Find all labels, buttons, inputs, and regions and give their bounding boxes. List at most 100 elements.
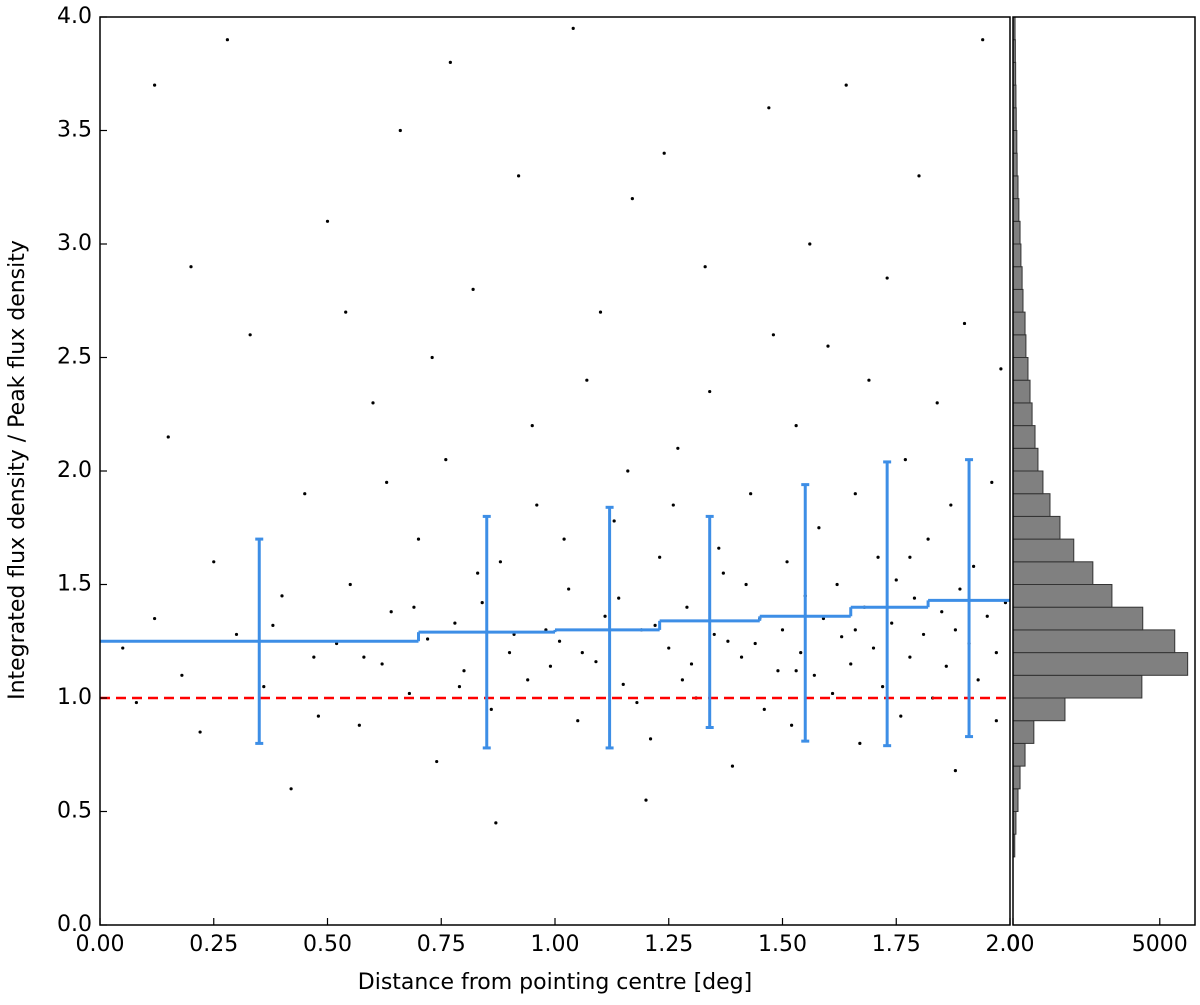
scatter-point	[876, 555, 880, 559]
scatter-point	[712, 632, 716, 637]
scatter-point	[626, 469, 630, 473]
scatter-point	[776, 669, 780, 673]
scatter-point	[717, 546, 721, 550]
scatter-point	[749, 492, 753, 496]
scatter-point	[739, 655, 744, 659]
histogram-bar	[1012, 447, 1039, 472]
histogram-bar	[1012, 515, 1061, 540]
scatter-point	[790, 723, 794, 727]
scatter-point	[548, 664, 553, 668]
scatter-point	[289, 787, 293, 791]
histogram-bar	[1012, 674, 1143, 699]
scatter-point	[885, 276, 889, 280]
histogram-bar	[1012, 584, 1113, 608]
scatter-point	[689, 662, 694, 666]
scatter-point	[153, 616, 157, 621]
scatter-point	[953, 628, 958, 632]
scatter-point	[612, 519, 616, 523]
scatter-point	[658, 555, 662, 559]
histogram-bar	[1012, 334, 1027, 358]
scatter-point	[926, 537, 930, 541]
scatter-point	[535, 503, 539, 507]
scatter-point	[412, 605, 416, 609]
scatter-point	[762, 707, 766, 711]
scatter-point	[580, 651, 584, 655]
scatter-point	[435, 759, 439, 764]
scatter-point	[198, 730, 202, 734]
x-tick-label: 1.50	[758, 932, 807, 957]
scatter-point	[908, 655, 912, 659]
histogram-bar	[1012, 198, 1020, 222]
scatter-point	[985, 614, 989, 618]
histogram-bar	[1012, 720, 1035, 744]
scatter-point	[407, 691, 411, 696]
scatter-point	[225, 38, 229, 42]
scatter-point	[617, 596, 621, 600]
scatter-point	[849, 662, 853, 666]
scatter-point	[325, 219, 330, 223]
hist-x-tick-label: 0	[1006, 932, 1020, 957]
scatter-point	[962, 321, 967, 326]
scatter-point	[526, 678, 530, 682]
scatter-point	[767, 106, 771, 110]
scatter-point	[389, 610, 393, 614]
histogram-bar	[1012, 606, 1144, 631]
scatter-point	[671, 503, 675, 507]
scatter-point	[316, 714, 320, 718]
scatter-point	[881, 685, 885, 689]
scatter-point	[753, 641, 757, 646]
scatter-point	[448, 60, 452, 64]
scatter-point	[667, 646, 671, 650]
scatter-point	[621, 682, 625, 686]
scatter-point	[976, 678, 980, 682]
hist-frame	[1012, 16, 1196, 926]
scatter-point	[662, 151, 666, 155]
scatter-point	[972, 564, 976, 568]
scatter-point	[899, 714, 903, 718]
scatter-point	[794, 669, 798, 673]
scatter-point	[648, 737, 653, 741]
scatter-point	[444, 458, 448, 462]
x-tick-label: 2.00	[986, 932, 1035, 957]
scatter-point	[812, 673, 816, 677]
scatter-point	[990, 480, 994, 484]
scatter-point	[567, 587, 571, 591]
axes-frame	[99, 16, 1011, 926]
x-tick-label: 0.00	[76, 932, 125, 957]
scatter-point	[858, 741, 862, 746]
scatter-point	[476, 571, 480, 575]
scatter-point	[958, 587, 962, 591]
y-tick-label: 4.0	[57, 4, 92, 29]
scatter-point	[744, 582, 748, 587]
scatter-point	[494, 821, 498, 825]
scatter-point	[653, 623, 657, 627]
x-tick-label: 0.75	[417, 932, 466, 957]
y-tick-label: 3.5	[57, 118, 92, 143]
scatter-point	[721, 571, 725, 575]
scatter-point	[262, 685, 266, 689]
y-tick-label: 2.5	[57, 345, 92, 370]
scatter-point	[840, 635, 844, 639]
scatter-point	[994, 719, 998, 723]
scatter-point	[153, 83, 157, 87]
histogram-bar	[1012, 288, 1024, 313]
histogram-bar	[1012, 742, 1026, 767]
scatter-point	[890, 621, 894, 625]
scatter-point	[981, 38, 985, 42]
scatter-point	[357, 723, 361, 727]
x-tick-label: 0.50	[303, 932, 352, 957]
scatter-point	[398, 128, 402, 133]
scatter-point	[994, 651, 998, 655]
y-tick-label: 1.5	[57, 572, 92, 597]
scatter-point	[944, 664, 948, 668]
histogram-bar	[1012, 379, 1031, 404]
histogram-bar	[1012, 402, 1033, 427]
scatter-point	[730, 764, 735, 768]
scatter-point	[935, 401, 939, 405]
scatter-point	[280, 594, 284, 598]
x-tick-label: 1.75	[872, 932, 921, 957]
scatter-point	[780, 628, 785, 632]
scatter-point	[726, 639, 730, 643]
histogram-bar	[1012, 538, 1075, 563]
